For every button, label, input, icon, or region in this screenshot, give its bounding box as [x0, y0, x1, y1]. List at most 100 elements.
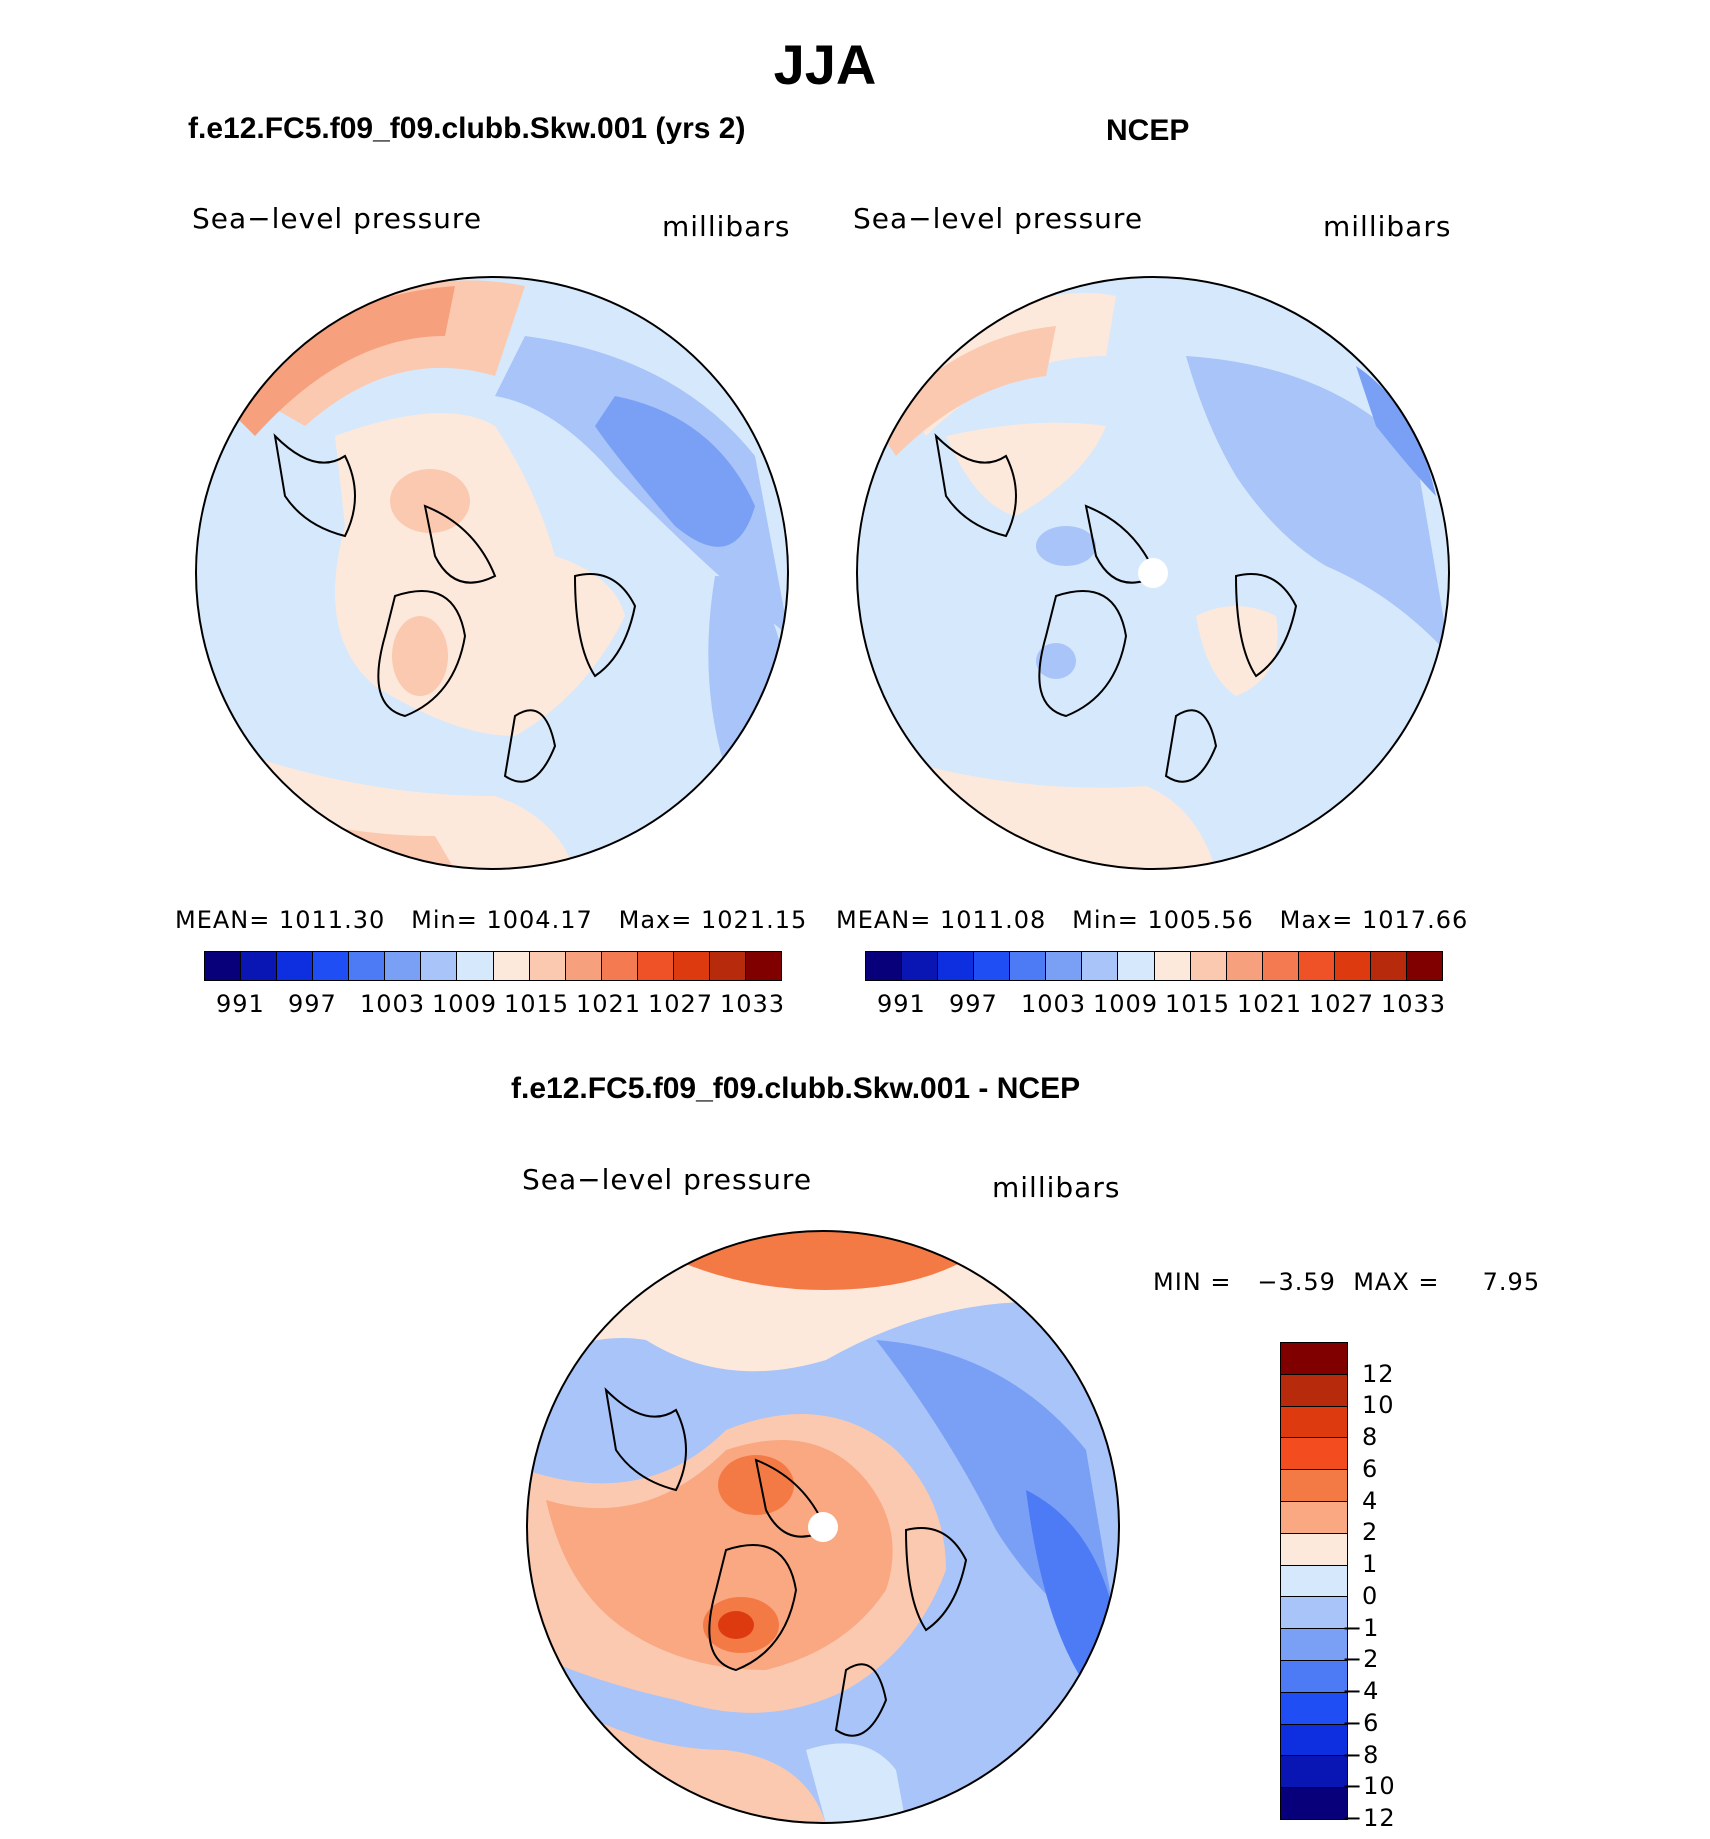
- obs-colorbar-tick-label: 1033: [1381, 990, 1447, 1018]
- obs-colorbar: [865, 951, 1443, 981]
- diff-colorbar-tick-label: 10: [1362, 1391, 1395, 1420]
- model-colorbar-swatch: [673, 952, 710, 980]
- obs-pole-missing-data: [1138, 558, 1168, 588]
- model-colorbar-swatch: [421, 952, 458, 980]
- obs-colorbar-tick-label: 1027: [1309, 990, 1375, 1018]
- model-colorbar-swatch: [493, 952, 530, 980]
- diff-pole-missing-data: [808, 1512, 838, 1542]
- model-colorbar-swatch: [745, 952, 781, 980]
- model-arctic-core: [390, 469, 470, 533]
- obs-min-value: 1005.56: [1147, 906, 1254, 934]
- obs-siberia-core: [1356, 366, 1436, 496]
- main-title: JJA: [773, 33, 877, 96]
- obs-colorbar-swatch: [1334, 952, 1371, 980]
- diff-min-value: −3.59: [1257, 1268, 1336, 1296]
- model-colorbar-swatch: [529, 952, 566, 980]
- obs-colorbar-swatch: [1298, 952, 1335, 980]
- model-min-value: 1004.17: [486, 906, 593, 934]
- diff-polar-map: [526, 1230, 1120, 1824]
- model-siberia-core: [595, 396, 755, 547]
- diff-colorbar-tick-label: 8: [1362, 1423, 1379, 1452]
- obs-colorbar-labels: 991 997 1003 1009 1015 1021 1027 1033: [865, 990, 1447, 1020]
- obs-colorbar-swatch: [1226, 952, 1263, 980]
- model-stats: MEAN= 1011.30 Min= 1004.17 Max= 1021.15: [175, 906, 807, 934]
- obs-colorbar-tick-label: 991: [877, 990, 926, 1018]
- diff-colorbar-swatch: [1281, 1597, 1347, 1630]
- obs-min-label: Min=: [1072, 906, 1139, 934]
- diff-colorbar-swatch: [1281, 1343, 1347, 1375]
- model-units-label: millibars: [662, 210, 791, 243]
- model-pacific-core: [225, 286, 455, 436]
- obs-polar-map: [856, 276, 1450, 870]
- obs-units-label: millibars: [1323, 210, 1452, 243]
- obs-mean-value: 1011.08: [940, 906, 1047, 934]
- diff-greenland-peak: [718, 1611, 754, 1639]
- obs-colorbar-swatch: [902, 952, 939, 980]
- diff-min-label: MIN =: [1153, 1268, 1232, 1296]
- diff-panel-title: f.e12.FC5.f09_f09.clubb.Skw.001 - NCEP: [511, 1072, 1081, 1105]
- diff-europe-low: [806, 1743, 906, 1823]
- diff-colorbar-swatch: [1281, 1470, 1347, 1502]
- diff-colorbar-swatch: [1281, 1629, 1347, 1661]
- diff-units-label: millibars: [992, 1171, 1121, 1204]
- obs-pacific-high: [876, 326, 1056, 456]
- obs-colorbar-swatch: [1406, 952, 1442, 980]
- diff-colorbar-tick-label: 6: [1362, 1454, 1379, 1483]
- diff-colorbar: [1280, 1342, 1348, 1820]
- model-colorbar-swatch: [565, 952, 602, 980]
- obs-max-value: 1017.66: [1362, 906, 1469, 934]
- obs-colorbar-swatch: [1370, 952, 1407, 980]
- diff-map-border: [526, 1230, 1120, 1824]
- obs-map-border: [856, 276, 1450, 870]
- obs-colorbar-swatch: [1010, 952, 1047, 980]
- model-colorbar-tick-label: 997: [288, 990, 337, 1018]
- diff-colorbar-tick-label: −6: [1342, 1708, 1380, 1737]
- model-variable-label: Sea−level pressure: [192, 202, 483, 235]
- diff-max-label: MAX =: [1353, 1268, 1440, 1296]
- model-max-value: 1021.15: [701, 906, 808, 934]
- diff-colorbar-swatch: [1281, 1533, 1347, 1566]
- model-colorbar-swatch: [349, 952, 386, 980]
- model-colorbar-swatch: [385, 952, 422, 980]
- obs-arctic-low: [1036, 526, 1096, 566]
- diff-colorbar-swatch: [1281, 1788, 1347, 1819]
- model-min-label: Min=: [411, 906, 478, 934]
- model-colorbar-swatch: [637, 952, 674, 980]
- model-panel-title: f.e12.FC5.f09_f09.clubb.Skw.001 (yrs 2): [188, 112, 746, 145]
- model-colorbar-swatch: [313, 952, 350, 980]
- diff-colorbar-tick-label: −2: [1342, 1645, 1380, 1674]
- diff-colorbar-tick-label: −4: [1342, 1677, 1380, 1706]
- diff-colorbar-tick-label: 2: [1362, 1518, 1379, 1547]
- obs-canada-high: [946, 422, 1106, 516]
- obs-colorbar-swatch: [1190, 952, 1227, 980]
- obs-colorbar-swatch: [938, 952, 975, 980]
- model-colorbar-swatch: [457, 952, 494, 980]
- diff-colorbar-tick-label: 1: [1362, 1550, 1379, 1579]
- model-colorbar-swatch: [277, 952, 314, 980]
- model-polar-map: [195, 276, 789, 870]
- diff-colorbar-swatch: [1281, 1501, 1347, 1534]
- diff-colorbar-swatch: [1281, 1565, 1347, 1598]
- diff-colorbar-tick-label: −10: [1342, 1772, 1396, 1801]
- obs-colorbar-swatch: [1262, 952, 1299, 980]
- model-mean-label: MEAN=: [175, 906, 271, 934]
- diff-colorbar-swatch: [1281, 1406, 1347, 1439]
- model-colorbar-labels: 991 997 1003 1009 1015 1021 1027 1033: [204, 990, 784, 1020]
- obs-colorbar-tick-label: 1021: [1237, 990, 1303, 1018]
- model-pacific-high: [235, 280, 525, 426]
- model-colorbar-tick-label: 1015: [504, 990, 570, 1018]
- diff-colorbar-swatch: [1281, 1692, 1347, 1725]
- obs-stats: MEAN= 1011.08 Min= 1005.56 Max= 1017.66: [836, 906, 1468, 934]
- model-colorbar-swatch: [601, 952, 638, 980]
- obs-variable-label: Sea−level pressure: [853, 202, 1144, 235]
- obs-colorbar-swatch: [1118, 952, 1155, 980]
- obs-panel-title: NCEP: [1106, 114, 1190, 147]
- obs-scandinavia-high: [1196, 606, 1278, 696]
- obs-colorbar-swatch: [1154, 952, 1191, 980]
- obs-colorbar-tick-label: 1015: [1165, 990, 1231, 1018]
- obs-greenland-low: [1036, 643, 1076, 679]
- model-colorbar-tick-label: 1027: [648, 990, 714, 1018]
- model-colorbar-tick-label: 1003: [360, 990, 426, 1018]
- diff-colorbar-tick-label: 4: [1362, 1486, 1379, 1515]
- model-map-border: [195, 276, 789, 870]
